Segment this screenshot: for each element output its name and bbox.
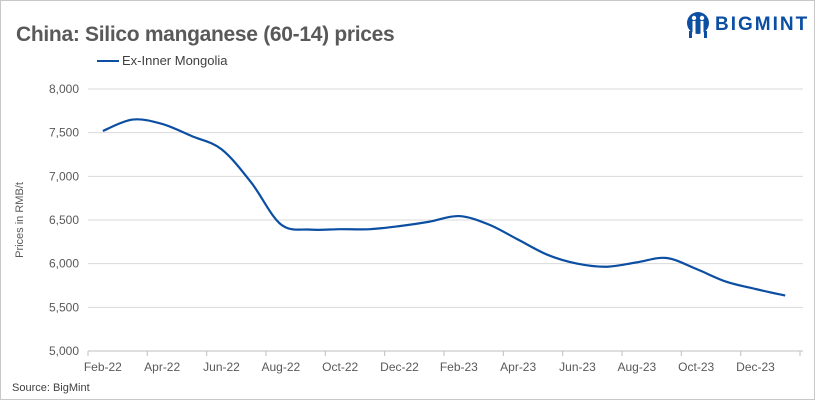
x-tick-label: Feb-23 bbox=[440, 360, 478, 374]
x-tick-label: Oct-23 bbox=[678, 360, 714, 374]
y-tick-label: 5,500 bbox=[49, 300, 79, 314]
x-tick-label: Apr-22 bbox=[144, 360, 180, 374]
x-tick-label: Dec-22 bbox=[380, 360, 419, 374]
y-tick-label: 7,500 bbox=[49, 126, 79, 140]
x-tick-label: Apr-23 bbox=[500, 360, 536, 374]
bigmint-logo: BIGMINT bbox=[685, 11, 809, 39]
logo-text: BIGMINT bbox=[715, 14, 810, 35]
y-tick-label: 5,000 bbox=[49, 344, 79, 358]
x-tick-label: Aug-23 bbox=[617, 360, 656, 374]
legend-label: Ex-Inner Mongolia bbox=[122, 53, 228, 68]
x-tick-label: Oct-22 bbox=[322, 360, 358, 374]
y-tick-label: 6,500 bbox=[49, 213, 79, 227]
y-tick-label: 6,000 bbox=[49, 257, 79, 271]
legend-swatch bbox=[97, 59, 119, 62]
y-tick-label: 8,000 bbox=[49, 82, 79, 96]
x-tick-label: Feb-22 bbox=[84, 360, 122, 374]
logo-icon bbox=[687, 12, 709, 38]
x-tick-label: Aug-22 bbox=[261, 360, 300, 374]
x-tick-label: Dec-23 bbox=[736, 360, 775, 374]
x-tick-label: Jun-22 bbox=[203, 360, 240, 374]
series-line bbox=[102, 118, 786, 297]
y-axis-title: Prices in RMB/t bbox=[14, 182, 26, 258]
x-tick-label: Jun-23 bbox=[559, 360, 596, 374]
source-note: Source: BigMint bbox=[12, 382, 90, 394]
chart-title: China: Silico manganese (60-14) prices bbox=[16, 23, 395, 46]
y-tick-label: 7,000 bbox=[49, 169, 79, 183]
legend: Ex-Inner Mongolia bbox=[97, 53, 228, 68]
